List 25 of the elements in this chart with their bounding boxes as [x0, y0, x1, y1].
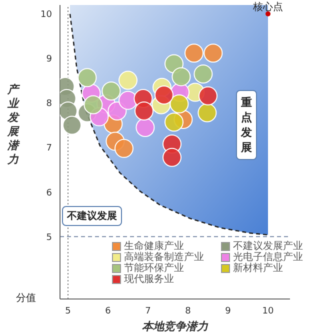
- legend-label: 光电子信息产业: [233, 252, 303, 263]
- x-tick-label: 7: [145, 306, 151, 316]
- legend-label: 不建议发展产业: [233, 240, 303, 252]
- y-tick-label: 5: [46, 232, 52, 243]
- x-axis-title: 本地竞争潜力: [141, 319, 210, 334]
- y-tick-label: 8: [46, 99, 52, 110]
- annotation: 核心点: [252, 0, 284, 14]
- legend-label: 现代服务业: [124, 274, 174, 285]
- text: 分值: [16, 292, 36, 305]
- annotation: 重点发展: [236, 90, 257, 160]
- legend-label: 高端装备制造产业: [124, 252, 204, 263]
- x-tick-label: 5: [65, 306, 71, 316]
- y-tick-label: 7: [46, 144, 52, 154]
- legend-label: 生命健康产业: [124, 240, 184, 252]
- y-axis-title: 产业发展潜力: [6, 83, 20, 168]
- legend-label: 新材料产业: [233, 262, 283, 274]
- x-tick-label: 10: [262, 306, 274, 316]
- annotation: 不建议发展: [62, 206, 122, 226]
- y-tick-label: 10: [40, 10, 52, 20]
- y-tick-label: 6: [46, 188, 52, 198]
- legend-label: 节能环保产业: [124, 262, 184, 274]
- x-tick-label: 9: [225, 306, 232, 316]
- x-tick-label: 8: [185, 306, 192, 316]
- y-tick-label: 9: [46, 54, 52, 65]
- x-tick-label: 6: [105, 306, 112, 316]
